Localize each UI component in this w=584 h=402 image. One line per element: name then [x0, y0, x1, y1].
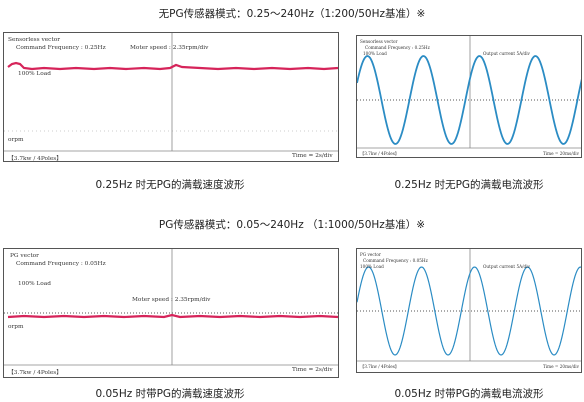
load-label: 100% Load: [18, 281, 51, 287]
load-label: 100% Load: [363, 51, 387, 56]
motor-spec-label: 【3.7kw / 4Poles】: [8, 156, 63, 162]
scope-grid: [4, 249, 338, 366]
motor-speed-label: Moter speed : 2.35rpm/div: [132, 297, 211, 303]
time-scale-label: Time = 20ms/div: [543, 151, 579, 156]
speed-trace: [7, 61, 338, 71]
current-trace: [357, 55, 581, 145]
time-scale-label: Time = 20ms/div: [543, 364, 579, 369]
frequency-label: Command Frequency : 0.05Hz: [363, 258, 428, 263]
time-scale-label: Time = 2s/div: [292, 367, 333, 373]
speed-trace: [7, 313, 338, 319]
current-trace: [357, 266, 581, 356]
zero-rpm-label: orpm: [8, 324, 24, 330]
load-label: 100% Load: [360, 264, 384, 269]
time-scale-label: Time = 2s/div: [292, 153, 333, 159]
motor-speed-label: Moter speed : 2.35rpm/div: [130, 45, 209, 51]
motor-spec-label: 【3.7kw / 4Poles】: [360, 364, 400, 369]
motor-spec-label: 【3.7kw / 4Poles】: [360, 151, 400, 156]
heading-pg-mode: PG传感器模式：0.05～240Hz （1:1000/50Hz基准）※: [158, 219, 426, 231]
current-waveform-scope-025hz: Sensorless vector Command Frequency : 0.…: [356, 35, 582, 158]
output-current-label: Output current 5A/div: [483, 264, 530, 269]
scope-grid: [4, 33, 338, 152]
speed-waveform-scope-005hz: PG vector Command Frequency : 0.05Hz 100…: [3, 248, 339, 378]
current-waveform-scope-005hz: PG vector Command Frequency : 0.05Hz 100…: [356, 248, 582, 373]
caption-speed-025hz: 0.25Hz 时无PG的满载速度波形: [95, 179, 245, 191]
frequency-label: Command Frequency : 0.25Hz: [16, 45, 106, 51]
load-label: 100% Load: [18, 71, 51, 77]
scope-grid: [357, 249, 581, 362]
caption-current-025hz: 0.25Hz 时无PG的满载电流波形: [394, 179, 544, 191]
frequency-label: Command Frequency : 0.05Hz: [16, 261, 106, 267]
caption-speed-005hz: 0.05Hz 时带PG的满载速度波形: [95, 388, 245, 400]
output-current-label: Output current 5A/div: [483, 51, 530, 56]
mode-label: Sensorless vector: [360, 39, 398, 44]
scope-grid: [357, 36, 581, 149]
speed-waveform-scope-025hz: Sensorless vector Command Frequency : 0.…: [3, 32, 339, 162]
mode-label: PG vector: [10, 253, 39, 259]
motor-spec-label: 【3.7kw / 4Poles】: [8, 370, 63, 376]
frequency-label: Command Frequency : 0.25Hz: [365, 45, 430, 50]
zero-rpm-label: orpm: [8, 137, 24, 143]
heading-sensorless-mode: 无PG传感器模式：0.25～240Hz（1:200/50Hz基准）※: [158, 8, 426, 20]
mode-label: PG vector: [360, 252, 381, 257]
caption-current-005hz: 0.05Hz 时带PG的满载电流波形: [394, 388, 544, 400]
mode-label: Sensorless vector: [8, 37, 60, 43]
